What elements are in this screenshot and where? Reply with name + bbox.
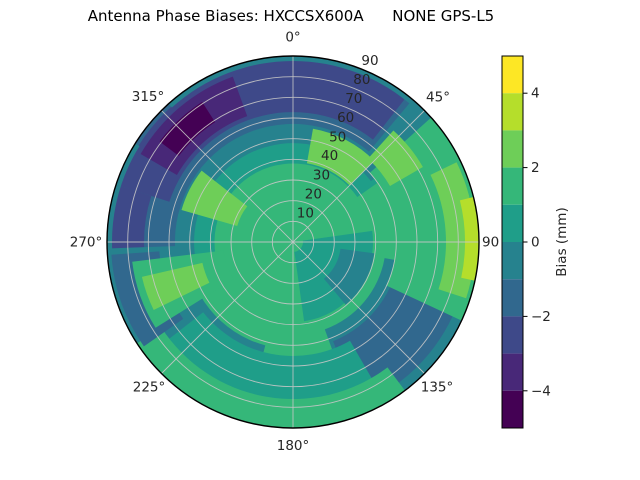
r-tick-label-70: 70 <box>345 91 362 107</box>
contour-streak-nw <box>181 170 248 226</box>
theta-label-270: 270° <box>70 235 103 251</box>
contour-streak-ne-outer <box>367 130 423 186</box>
contour-rim-bottom-green <box>137 327 405 428</box>
r-tick-label-10: 10 <box>297 205 314 221</box>
contour-streak-sw <box>141 262 210 310</box>
r-tick-labels: 10 20 30 40 50 60 70 80 90 <box>297 53 379 221</box>
theta-label-180: 180° <box>277 438 310 454</box>
colorbar-segment <box>502 167 523 205</box>
contour-streak-ne <box>306 128 375 186</box>
contour-inner-tealblue-core <box>323 248 375 305</box>
polar-grid <box>106 55 480 429</box>
r-tick-label-80: 80 <box>353 72 370 88</box>
colorbar-tick-label-2: 2 <box>531 160 540 176</box>
colorbar-axis-label: Bias (mm) <box>554 207 570 276</box>
contour-blob-darkest <box>159 101 216 156</box>
contour-rim-top-teal <box>168 56 418 108</box>
colorbar-segment <box>502 56 523 94</box>
colorbar-tick-label-m4: −4 <box>531 383 551 399</box>
theta-label-0: 0° <box>285 30 300 46</box>
colorbar-tick-label-4: 4 <box>531 86 540 102</box>
colorbar-segment <box>502 93 523 131</box>
r-tick-label-50: 50 <box>329 129 346 145</box>
r-tick-label-20: 20 <box>305 186 322 202</box>
theta-label-135: 135° <box>421 380 454 396</box>
theta-label-225: 225° <box>133 380 166 396</box>
colorbar: 4 2 0 −2 −4 Bias (mm) <box>501 55 570 429</box>
theta-labels: 0° 45° 90 135° 180° 225° 270° 315° <box>70 30 499 455</box>
colorbar-segment <box>502 204 523 242</box>
contour-rim-left-teal <box>107 143 140 306</box>
colorbar-segment <box>502 353 523 391</box>
contour-band-top-darkblue <box>119 59 406 202</box>
colorbar-segment <box>502 390 523 428</box>
colorbar-tick-label-m2: −2 <box>531 309 551 325</box>
theta-label-45: 45° <box>426 90 450 106</box>
colorbar-segment <box>502 130 523 168</box>
colorbar-segment <box>502 242 523 280</box>
r-tick-label-30: 30 <box>313 167 330 183</box>
contour-rim-right-yellowgreen <box>459 197 479 281</box>
r-tick-label-90: 90 <box>361 53 378 69</box>
r-tick-label-60: 60 <box>337 110 354 126</box>
theta-label-90: 90 <box>482 235 499 251</box>
colorbar-segment <box>502 279 523 317</box>
r-tick-label-40: 40 <box>321 148 338 164</box>
plot-title: Antenna Phase Biases: HXCCSX600A NONE GP… <box>87 7 495 25</box>
polar-outline <box>106 55 480 429</box>
colorbar-tick-label-0: 0 <box>531 235 540 251</box>
colorbar-segment <box>502 316 523 354</box>
theta-label-315: 315° <box>132 89 165 105</box>
